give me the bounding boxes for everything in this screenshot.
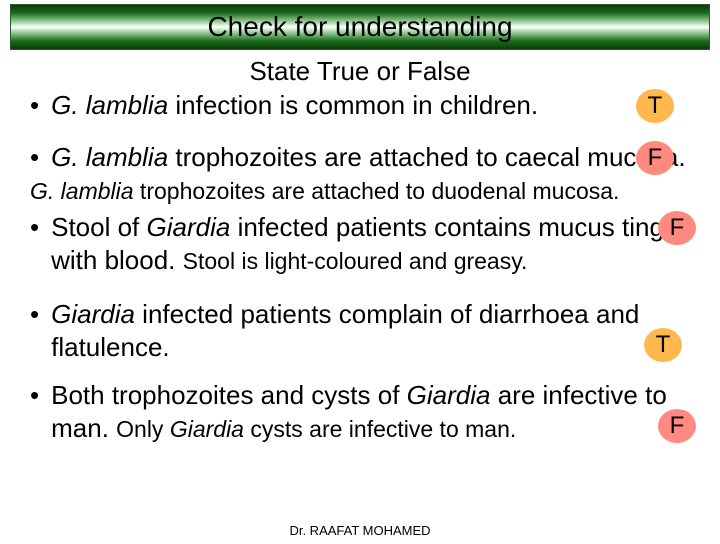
statement-text: G. lamblia trophozoites are attached to … — [51, 141, 702, 174]
statement-row: • Stool of Giardia infected patients cont… — [30, 211, 702, 276]
statement-row: • G. lamblia trophozoites are attached to… — [30, 141, 702, 175]
content-area: • G. lamblia infection is common in child… — [0, 89, 720, 444]
statement-text: G. lamblia infection is common in childr… — [51, 89, 702, 122]
bullet: • — [30, 379, 39, 413]
statement-text: Giardia infected patients complain of di… — [51, 298, 702, 363]
header-bar: Check for understanding — [10, 4, 710, 50]
answer-badge: F — [636, 141, 674, 175]
bullet: • — [30, 211, 39, 245]
statement-row: • G. lamblia infection is common in child… — [30, 89, 702, 123]
statement-row: • Both trophozoites and cysts of Giardia … — [30, 379, 702, 444]
statement-text: Stool of Giardia infected patients conta… — [51, 211, 702, 276]
statement-row: • Giardia infected patients complain of d… — [30, 298, 702, 363]
header-title: Check for understanding — [207, 11, 512, 43]
statement-text: Both trophozoites and cysts of Giardia a… — [51, 379, 702, 444]
subtitle: State True or False — [0, 56, 720, 87]
answer-badge: T — [636, 89, 674, 123]
correction-text: G. lamblia trophozoites are attached to … — [30, 177, 702, 206]
bullet: • — [30, 298, 39, 332]
bullet: • — [30, 89, 39, 123]
bullet: • — [30, 141, 39, 175]
footer-author: Dr. RAAFAT MOHAMED — [0, 523, 720, 538]
